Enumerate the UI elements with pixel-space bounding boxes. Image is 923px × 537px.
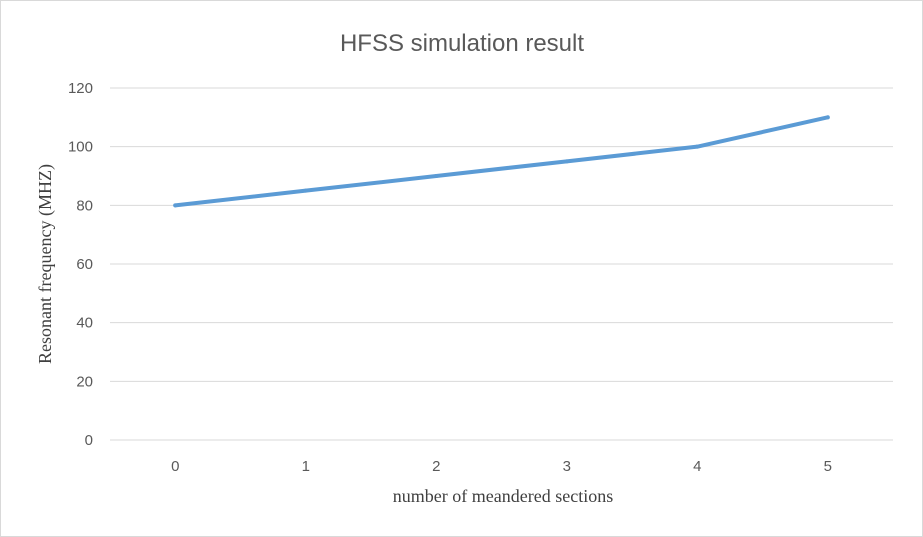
- x-tick-label: 2: [432, 458, 440, 475]
- x-tick-label: 0: [171, 458, 179, 475]
- y-tick-label: 0: [85, 432, 93, 449]
- y-axis-ticks: 0 20 40 60 80 100 120: [68, 80, 93, 449]
- x-axis-ticks: 0 1 2 3 4 5: [171, 458, 832, 475]
- x-tick-label: 1: [302, 458, 310, 475]
- y-tick-label: 60: [76, 256, 93, 273]
- chart-title: HFSS simulation result: [340, 30, 584, 57]
- series-layer: [173, 115, 830, 208]
- y-tick-label: 40: [76, 315, 93, 332]
- x-tick-label: 4: [693, 458, 701, 475]
- y-tick-label: 20: [76, 373, 93, 390]
- data-point: [564, 159, 569, 164]
- data-point: [695, 144, 700, 149]
- x-axis-label: number of meandered sections: [393, 486, 613, 506]
- x-tick-label: 5: [824, 458, 832, 475]
- y-axis-label: Resonant frequency (MHZ): [35, 164, 56, 364]
- series-line-0: [173, 115, 830, 208]
- y-tick-label: 100: [68, 139, 93, 156]
- gridlines: [110, 87, 893, 441]
- y-tick-label: 80: [76, 197, 93, 214]
- y-tick-label: 120: [68, 80, 93, 97]
- x-tick-label: 3: [563, 458, 571, 475]
- data-point: [303, 188, 308, 193]
- data-point: [825, 115, 830, 120]
- data-point: [173, 203, 178, 208]
- data-point: [434, 174, 439, 178]
